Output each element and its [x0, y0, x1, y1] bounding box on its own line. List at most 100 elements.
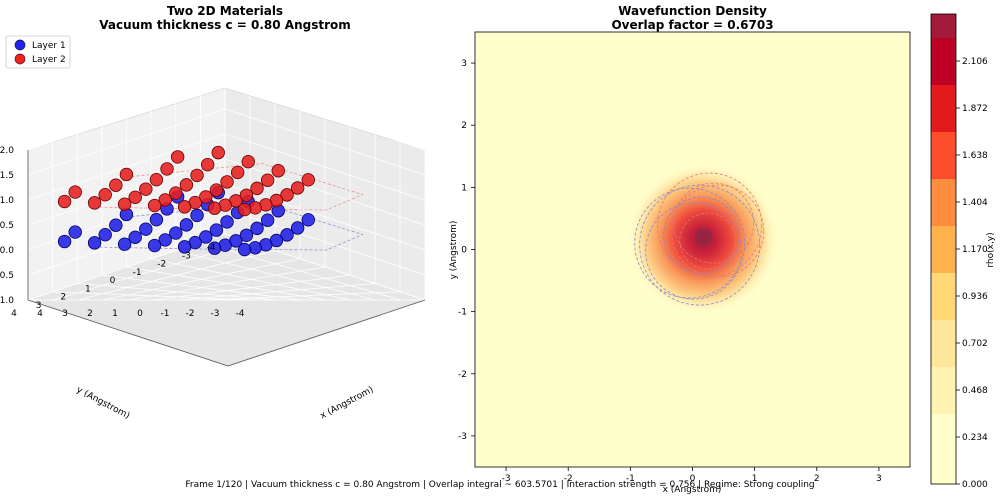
colorbar-tick-label: 2.106	[962, 57, 988, 67]
atom-layer1	[290, 221, 305, 235]
atom-layer2	[271, 164, 285, 178]
x-tick-label: -4	[236, 309, 245, 319]
atom-layer2	[169, 186, 183, 200]
atom-layer2	[68, 185, 82, 199]
atom-layer1	[117, 237, 132, 251]
y-tick-label-2d: 3	[461, 59, 467, 69]
atom-layer1	[149, 212, 164, 227]
y-tick-label: 4	[11, 309, 17, 319]
y-tick-label: 0	[110, 276, 116, 286]
colorbar-segment	[931, 390, 956, 414]
contour-panel: -3 -2 -1 0 1 2 3 -3 -2 -1 0 1 2 3 x (Angstrom) y (Ang…	[449, 13, 996, 495]
wall-grid-line	[27, 108, 426, 176]
atom-layer1	[209, 223, 224, 237]
right-chart-title: Wavefunction Density Overlap factor = 0.…	[475, 4, 910, 32]
z-tick-label: 2.0	[0, 146, 14, 156]
y-tick-label: 1	[85, 284, 91, 294]
z-tick-label: -1.0	[0, 296, 14, 306]
colorbar-tick-label: 1.872	[962, 104, 988, 114]
atom-layer2	[149, 172, 164, 187]
x-tick-label-2d: 1	[752, 474, 758, 484]
left-chart-title: Two 2D Materials Vacuum thickness c = 0.…	[60, 4, 390, 32]
atom-layer1	[128, 230, 142, 245]
atom-layer1	[177, 240, 192, 254]
floor-grid-line	[126, 266, 327, 301]
colorbar-segment	[931, 131, 956, 156]
x-tick-label-2d: 0	[690, 474, 696, 484]
x-axis-line	[227, 299, 426, 367]
colorbar-segment	[931, 202, 956, 226]
x-tick-label: -3	[211, 309, 220, 319]
colorbar-segment	[931, 413, 956, 438]
layer-outline-ring	[663, 196, 741, 274]
y-tick-label: -2	[157, 260, 166, 270]
floor-grid-line	[202, 291, 401, 301]
floor-grid-line	[52, 291, 253, 301]
atom-layer2	[239, 188, 254, 202]
colorbar-segment	[931, 84, 956, 109]
legend-marker-layer1	[14, 39, 26, 51]
colorbar-tick-label: 1.638	[962, 151, 988, 161]
atom-layer2	[241, 154, 255, 169]
floor-grid-line	[77, 283, 278, 301]
y-axis-label-3d: y (Angstrom)	[75, 385, 132, 421]
right-title-line1: Wavefunction Density	[618, 4, 767, 18]
colorbar-tick-label: 0.936	[962, 292, 988, 302]
atom-layer1	[280, 228, 294, 242]
atom-layer1	[199, 230, 213, 244]
wall-grid-line	[27, 233, 426, 301]
x-tick-label: 3	[62, 309, 68, 319]
atom-layer2	[119, 167, 134, 182]
colorbar-segment	[931, 155, 956, 179]
colorbar-segment	[931, 108, 956, 132]
atom-layer2	[117, 197, 132, 211]
colorbar-segment	[931, 178, 956, 203]
y-tick-label: 2	[60, 293, 66, 303]
atom-layer2	[190, 168, 204, 183]
x-tick-label: 1	[112, 309, 118, 319]
atom-layer1	[207, 241, 222, 255]
legend-label-layer1: Layer 1	[32, 41, 66, 51]
z-tick-label: 1.0	[0, 196, 14, 206]
z-tick-label: -0.5	[0, 271, 14, 281]
atom-layer1	[239, 228, 254, 242]
floor-grid-line	[101, 274, 302, 301]
y-tick-label-2d: 2	[461, 121, 467, 131]
atom-layer1	[109, 218, 123, 232]
floor-grid-line	[152, 274, 351, 301]
atom-layer2	[211, 145, 225, 160]
atom-layer2	[260, 173, 275, 187]
atom-layer1	[260, 213, 275, 227]
y-tick-label: 3	[36, 301, 42, 311]
x-tick-label: 0	[137, 309, 143, 319]
atom-layer2	[98, 187, 112, 202]
x-tick-label: 2	[87, 309, 93, 319]
colorbar-segment	[931, 437, 956, 461]
y-tick-label-2d: 1	[461, 183, 467, 193]
layer-outline-ring	[679, 212, 737, 270]
wall-grid-line	[27, 83, 426, 151]
colorbar-segment	[931, 460, 956, 485]
y-tick-label-2d: -3	[458, 432, 467, 442]
colorbar-segment	[931, 272, 956, 297]
scatter3d-panel: -1.0-0.50.00.51.01.52.0-4-3-2-101234-4-3…	[0, 35, 426, 421]
atom-layer1	[179, 218, 194, 232]
colorbar-segment	[931, 249, 956, 273]
y-axis-label-2d: y (Angstrom)	[449, 221, 459, 280]
colorbar-segment	[931, 37, 956, 62]
colorbar-tick-label: 0.468	[962, 386, 988, 396]
atoms	[57, 145, 315, 257]
atom-layer2	[139, 182, 153, 196]
z-tick-label: 1.5	[0, 171, 14, 181]
x-axis-label-2d: x (Angstrom)	[663, 485, 722, 495]
colorbar-tick-label: 0.000	[962, 480, 988, 490]
colorbar-label: rho(x,y)	[986, 232, 996, 267]
right-title-line2: Overlap factor = 0.6703	[611, 18, 774, 32]
atom-layer1	[250, 221, 264, 236]
y-tick-label-2d: 0	[461, 246, 467, 256]
density-peak	[694, 228, 713, 247]
wall-grid-line	[27, 133, 426, 201]
atom-layer1	[139, 222, 153, 236]
x-tick-label-2d: 3	[876, 474, 882, 484]
